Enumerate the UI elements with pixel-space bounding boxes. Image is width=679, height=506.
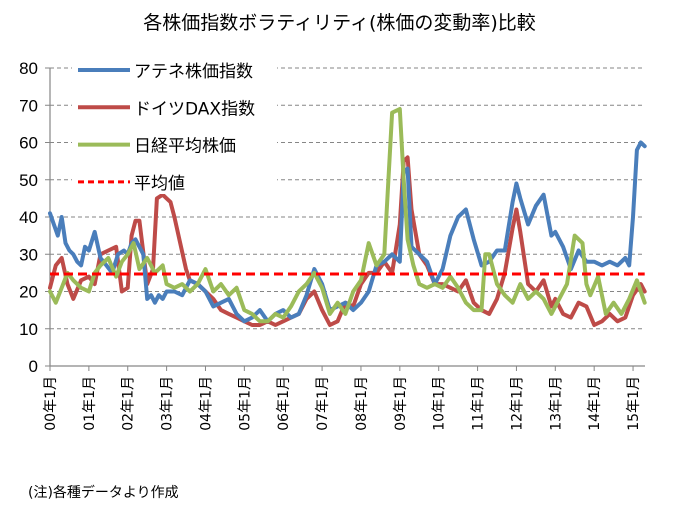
x-tick-label: 10年1月 <box>432 376 448 431</box>
legend-label: アテネ株価指数 <box>134 62 253 82</box>
series-line-2 <box>48 107 647 324</box>
y-tick-label: 50 <box>19 171 38 190</box>
y-tick-label: 40 <box>19 208 38 227</box>
y-tick-label: 60 <box>19 134 38 153</box>
x-axis-ticks: 00年1月 01年1月 02年1月 03年1月 04年1月 05年1月 06年1月 07年1月… <box>43 366 642 431</box>
x-tick-label: 06年1月 <box>276 376 292 431</box>
legend-label: 日経平均株価 <box>134 137 236 157</box>
x-tick-label: 15年1月 <box>626 376 642 431</box>
legend-label: ドイツDAX指数 <box>134 99 255 119</box>
legend-label: 平均値 <box>134 174 185 194</box>
y-tick-label: 0 <box>29 357 38 376</box>
x-tick-label: 02年1月 <box>121 376 137 431</box>
series-line-1 <box>48 155 647 327</box>
y-tick-label: 70 <box>19 96 38 115</box>
x-tick-label: 09年1月 <box>393 376 409 431</box>
x-tick-label: 14年1月 <box>587 376 603 431</box>
x-tick-label: 01年1月 <box>82 376 98 431</box>
y-axis-ticks: 0 10 20 30 40 50 60 70 80 <box>19 59 50 376</box>
x-tick-label: 08年1月 <box>354 376 370 431</box>
x-tick-label: 11年1月 <box>471 376 487 431</box>
y-tick-label: 20 <box>19 283 38 302</box>
y-tick-label: 80 <box>19 59 38 78</box>
x-tick-label: 03年1月 <box>160 376 176 431</box>
chart-title: 各株価指数ボラティリティ(株価の変動率)比較 <box>143 12 536 34</box>
x-tick-label: 13年1月 <box>548 376 564 431</box>
x-tick-label: 12年1月 <box>509 376 525 431</box>
x-tick-label: 05年1月 <box>237 376 253 431</box>
x-tick-label: 00年1月 <box>43 376 59 431</box>
y-tick-label: 30 <box>19 245 38 264</box>
y-tick-label: 10 <box>19 320 38 339</box>
x-tick-label: 04年1月 <box>198 376 214 431</box>
legend-background <box>72 56 277 194</box>
x-tick-label: 07年1月 <box>315 376 331 431</box>
series-lines <box>48 107 647 327</box>
footnote: (注)各種データより作成 <box>28 485 179 501</box>
